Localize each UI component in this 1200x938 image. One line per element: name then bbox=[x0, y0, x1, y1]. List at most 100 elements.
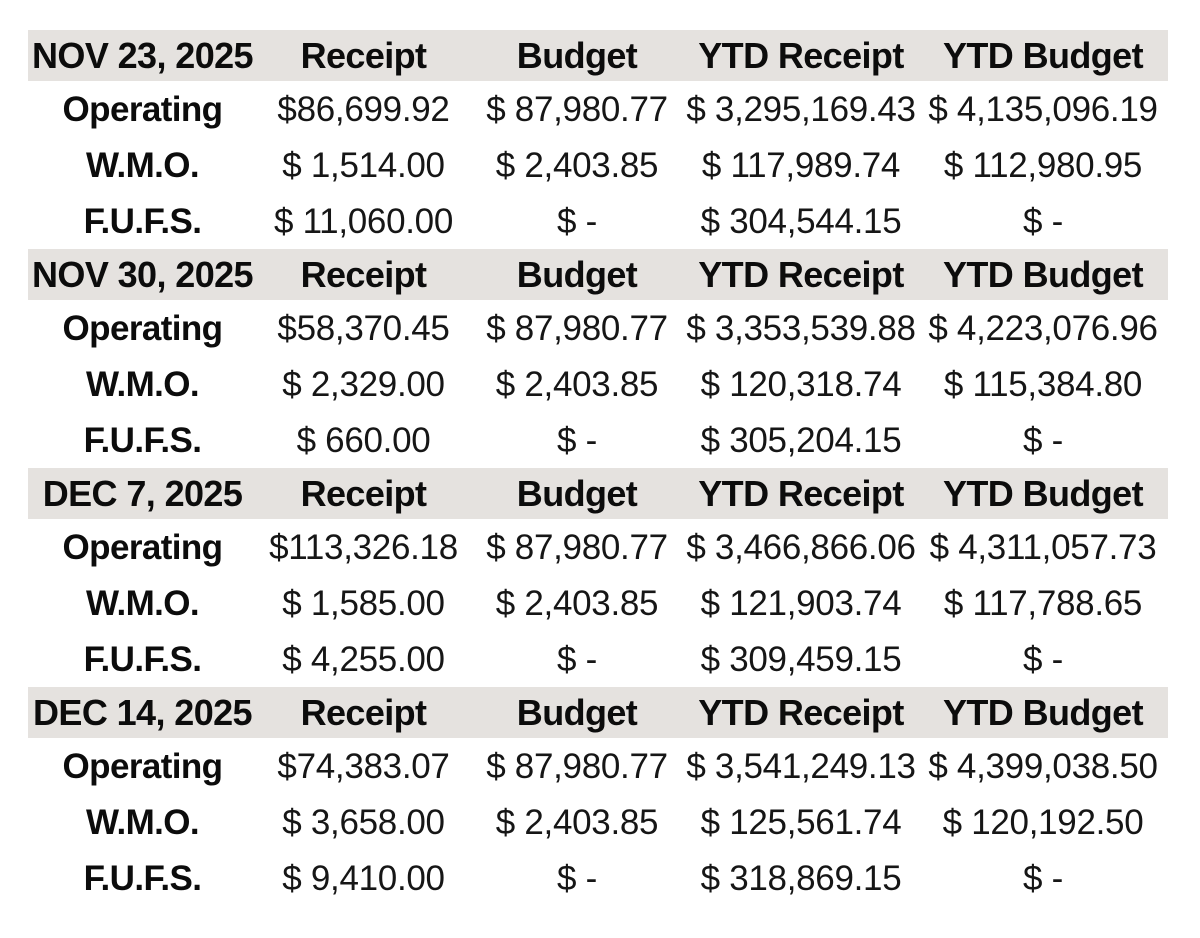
amount-cell-budget: $ 2,403.85 bbox=[495, 802, 659, 842]
table-row-fufs: F.U.F.S. $ 660.00 $ - $ 305,204.15 $ - bbox=[28, 412, 1168, 468]
column-header-ytd-budget: YTD Budget bbox=[943, 253, 1144, 295]
column-header-budget: Budget bbox=[516, 691, 638, 733]
section-header-row: NOV 30, 2025 Receipt Budget YTD Receipt … bbox=[28, 249, 1168, 300]
amount-cell-receipt: $113,326.18 bbox=[269, 527, 458, 567]
amount-cell-budget: $ 87,980.77 bbox=[486, 527, 668, 567]
row-label: F.U.F.S. bbox=[83, 858, 202, 898]
amount-cell-budget: $ 2,403.85 bbox=[495, 145, 659, 185]
column-header-receipt: Receipt bbox=[300, 472, 427, 514]
table-row-wmo: W.M.O. $ 1,585.00 $ 2,403.85 $ 121,903.7… bbox=[28, 575, 1168, 631]
column-header-budget: Budget bbox=[516, 253, 638, 295]
amount-cell-ytd-budget: $ 4,135,096.19 bbox=[928, 89, 1158, 129]
column-header-ytd-receipt: YTD Receipt bbox=[698, 691, 904, 733]
amount-cell-ytd-budget: $ 117,788.65 bbox=[943, 583, 1143, 623]
section-header-row: DEC 14, 2025 Receipt Budget YTD Receipt … bbox=[28, 687, 1168, 738]
column-header-receipt: Receipt bbox=[300, 253, 427, 295]
amount-cell-ytd-budget: $ - bbox=[1023, 639, 1063, 679]
amount-cell-ytd-receipt: $ 3,353,539.88 bbox=[686, 308, 916, 348]
amount-cell-budget: $ - bbox=[557, 201, 597, 241]
amount-cell-budget: $ 87,980.77 bbox=[486, 308, 668, 348]
section-date: NOV 23, 2025 bbox=[32, 34, 254, 76]
section-date: DEC 14, 2025 bbox=[33, 691, 253, 733]
table-row-wmo: W.M.O. $ 1,514.00 $ 2,403.85 $ 117,989.7… bbox=[28, 137, 1168, 193]
section-header-row: NOV 23, 2025 Receipt Budget YTD Receipt … bbox=[28, 30, 1168, 81]
column-header-budget: Budget bbox=[516, 34, 638, 76]
amount-cell-receipt: $ 11,060.00 bbox=[274, 201, 453, 241]
amount-cell-ytd-budget: $ - bbox=[1023, 420, 1063, 460]
column-header-budget: Budget bbox=[516, 472, 638, 514]
amount-cell-budget: $ 2,403.85 bbox=[495, 583, 659, 623]
amount-cell-receipt: $ 1,514.00 bbox=[282, 145, 445, 185]
row-label: F.U.F.S. bbox=[83, 201, 202, 241]
section-date: NOV 30, 2025 bbox=[32, 253, 254, 295]
amount-cell-ytd-budget: $ 4,311,057.73 bbox=[929, 527, 1157, 567]
amount-cell-budget: $ 2,403.85 bbox=[495, 364, 659, 404]
amount-cell-receipt: $86,699.92 bbox=[277, 89, 450, 129]
table-row-operating: Operating $74,383.07 $ 87,980.77 $ 3,541… bbox=[28, 738, 1168, 794]
amount-cell-receipt: $ 9,410.00 bbox=[282, 858, 445, 898]
amount-cell-ytd-receipt: $ 3,295,169.43 bbox=[686, 89, 916, 129]
weekly-finance-report-table: NOV 23, 2025 Receipt Budget YTD Receipt … bbox=[28, 30, 1168, 906]
row-label: F.U.F.S. bbox=[83, 639, 202, 679]
amount-cell-ytd-receipt: $ 309,459.15 bbox=[700, 639, 902, 679]
row-label: Operating bbox=[62, 308, 224, 348]
amount-cell-ytd-receipt: $ 120,318.74 bbox=[700, 364, 902, 404]
table-row-wmo: W.M.O. $ 3,658.00 $ 2,403.85 $ 125,561.7… bbox=[28, 794, 1168, 850]
column-header-receipt: Receipt bbox=[300, 34, 427, 76]
amount-cell-budget: $ 87,980.77 bbox=[486, 746, 668, 786]
table-row-fufs: F.U.F.S. $ 4,255.00 $ - $ 309,459.15 $ - bbox=[28, 631, 1168, 687]
column-header-ytd-budget: YTD Budget bbox=[943, 691, 1144, 733]
amount-cell-receipt: $ 2,329.00 bbox=[282, 364, 445, 404]
amount-cell-ytd-receipt: $ 3,541,249.13 bbox=[686, 746, 916, 786]
section-header-row: DEC 7, 2025 Receipt Budget YTD Receipt Y… bbox=[28, 468, 1168, 519]
amount-cell-ytd-budget: $ - bbox=[1023, 201, 1063, 241]
report-section: NOV 30, 2025 Receipt Budget YTD Receipt … bbox=[28, 249, 1168, 468]
column-header-ytd-receipt: YTD Receipt bbox=[698, 253, 904, 295]
row-label: Operating bbox=[62, 527, 224, 567]
amount-cell-ytd-receipt: $ 3,466,866.06 bbox=[686, 527, 916, 567]
row-label: Operating bbox=[62, 89, 224, 129]
amount-cell-budget: $ - bbox=[557, 639, 597, 679]
amount-cell-receipt: $ 3,658.00 bbox=[282, 802, 445, 842]
column-header-receipt: Receipt bbox=[300, 691, 427, 733]
amount-cell-receipt: $58,370.45 bbox=[277, 308, 450, 348]
amount-cell-ytd-budget: $ 4,223,076.96 bbox=[928, 308, 1158, 348]
amount-cell-ytd-receipt: $ 117,989.74 bbox=[701, 145, 901, 185]
row-label: W.M.O. bbox=[85, 802, 200, 842]
amount-cell-budget: $ - bbox=[557, 420, 597, 460]
amount-cell-ytd-budget: $ 115,384.80 bbox=[943, 364, 1143, 404]
amount-cell-receipt: $ 4,255.00 bbox=[282, 639, 445, 679]
table-row-operating: Operating $58,370.45 $ 87,980.77 $ 3,353… bbox=[28, 300, 1168, 356]
row-label: W.M.O. bbox=[85, 583, 200, 623]
amount-cell-ytd-receipt: $ 125,561.74 bbox=[700, 802, 902, 842]
table-row-fufs: F.U.F.S. $ 9,410.00 $ - $ 318,869.15 $ - bbox=[28, 850, 1168, 906]
amount-cell-ytd-budget: $ 120,192.50 bbox=[942, 802, 1144, 842]
amount-cell-budget: $ - bbox=[557, 858, 597, 898]
row-label: F.U.F.S. bbox=[83, 420, 202, 460]
column-header-ytd-receipt: YTD Receipt bbox=[698, 34, 904, 76]
amount-cell-ytd-budget: $ 112,980.95 bbox=[943, 145, 1143, 185]
section-date: DEC 7, 2025 bbox=[42, 472, 243, 514]
row-label: Operating bbox=[62, 746, 224, 786]
report-section: NOV 23, 2025 Receipt Budget YTD Receipt … bbox=[28, 30, 1168, 249]
row-label: W.M.O. bbox=[85, 145, 200, 185]
amount-cell-ytd-receipt: $ 305,204.15 bbox=[700, 420, 902, 460]
table-row-operating: Operating $113,326.18 $ 87,980.77 $ 3,46… bbox=[28, 519, 1168, 575]
column-header-ytd-budget: YTD Budget bbox=[943, 34, 1144, 76]
amount-cell-receipt: $74,383.07 bbox=[277, 746, 450, 786]
report-section: DEC 14, 2025 Receipt Budget YTD Receipt … bbox=[28, 687, 1168, 906]
row-label: W.M.O. bbox=[85, 364, 200, 404]
amount-cell-receipt: $ 1,585.00 bbox=[282, 583, 445, 623]
amount-cell-budget: $ 87,980.77 bbox=[486, 89, 668, 129]
table-row-operating: Operating $86,699.92 $ 87,980.77 $ 3,295… bbox=[28, 81, 1168, 137]
amount-cell-ytd-receipt: $ 304,544.15 bbox=[700, 201, 902, 241]
amount-cell-ytd-budget: $ - bbox=[1023, 858, 1063, 898]
report-section: DEC 7, 2025 Receipt Budget YTD Receipt Y… bbox=[28, 468, 1168, 687]
table-row-fufs: F.U.F.S. $ 11,060.00 $ - $ 304,544.15 $ … bbox=[28, 193, 1168, 249]
amount-cell-ytd-receipt: $ 121,903.74 bbox=[700, 583, 902, 623]
amount-cell-ytd-budget: $ 4,399,038.50 bbox=[928, 746, 1158, 786]
amount-cell-receipt: $ 660.00 bbox=[296, 420, 431, 460]
column-header-ytd-receipt: YTD Receipt bbox=[698, 472, 904, 514]
column-header-ytd-budget: YTD Budget bbox=[943, 472, 1144, 514]
amount-cell-ytd-receipt: $ 318,869.15 bbox=[700, 858, 902, 898]
